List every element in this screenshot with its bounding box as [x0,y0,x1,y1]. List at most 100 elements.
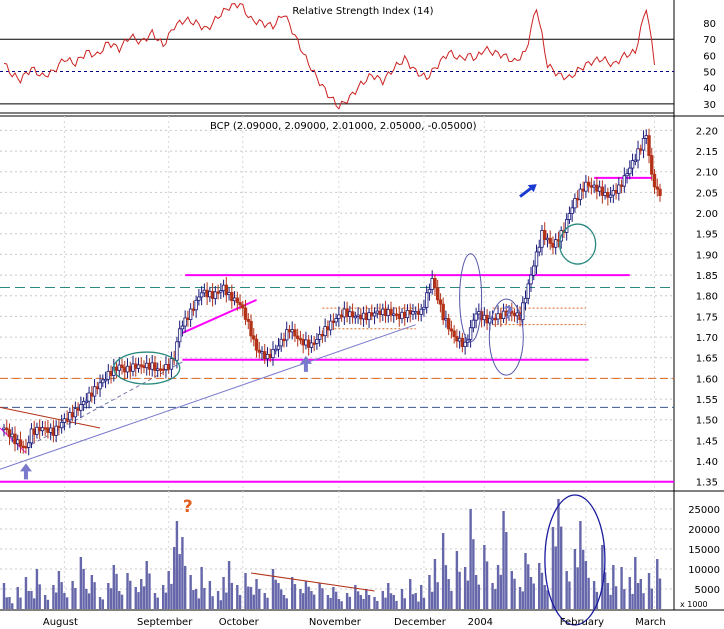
candle-body [123,367,127,373]
candle-body [295,335,300,339]
volume-bar [230,582,234,609]
candle-body [24,446,28,449]
volume-bar [216,591,220,609]
month-label: December [394,617,447,628]
month-label: February [560,617,604,628]
candle-body [210,291,215,299]
candle-body [48,427,53,433]
candle-body [32,428,36,435]
candle-body [446,318,451,330]
volume-bar [211,596,214,609]
candle-body [103,378,108,382]
candle-body [315,338,319,344]
volume-bar [57,571,61,609]
price-tick-label: 1.75 [696,312,718,323]
candle-body [342,308,347,318]
candle-body [551,242,555,248]
candle-body [263,351,267,360]
volume-bar [647,573,651,609]
volume-bar [115,573,118,609]
question-mark-annotation: ? [504,303,514,323]
candle-body [392,313,396,316]
volume-bar [414,593,417,609]
candle-body [647,135,651,156]
volume-bar [463,567,467,609]
candle-body [243,307,248,320]
candle-body [573,198,577,209]
candle-body [169,358,174,370]
candle-body [419,308,423,315]
price-tick-label: 1.95 [696,230,718,241]
volume-bar [145,561,148,609]
volume-bar [82,568,85,609]
candle-body [5,427,9,431]
candle-body [408,310,412,315]
volume-bar [236,585,239,609]
candle-body [435,287,440,301]
candle-body [238,302,242,306]
candle-body [581,188,585,192]
volume-bar [362,598,365,609]
price-title: BCP (2.09000, 2.09000, 2.01000, 2.05000,… [210,121,477,132]
volume-bar [477,584,481,609]
volume-bar [238,594,242,609]
candle-body [564,219,569,233]
volume-bar [172,547,176,609]
candle-body [177,328,182,343]
volume-bar [496,565,500,609]
candle-body [337,314,341,319]
candle-body [40,427,45,432]
candle-body [633,159,637,163]
volume-bar [109,588,113,609]
volume-unit-label: x 1000 [680,600,708,609]
volume-bar [98,597,102,609]
volume-bar [134,587,137,609]
volume-bar [266,597,269,609]
candle-body [101,379,105,384]
candle-body [95,386,100,390]
candle-body [54,425,58,436]
rsi-line [3,3,655,110]
volume-bar [46,599,50,609]
candle-body [87,392,91,402]
candle-body [326,326,330,331]
volume-bar [252,594,255,609]
candle-body [221,284,226,291]
candle-body [134,363,138,369]
candle-body [246,319,250,322]
volume-bar [441,533,445,609]
candle-body [205,289,209,298]
candle-body [29,428,34,444]
candle-body [317,333,322,340]
candle-body [628,167,632,175]
volume-bar [249,587,253,609]
candle-body [27,442,31,448]
candle-body [592,184,596,188]
highlight-ellipse [113,351,181,385]
volume-bar [472,539,475,609]
month-label: March [635,617,665,628]
candle-body [567,213,572,220]
volume-bar [565,571,568,609]
annotation-overlays: ?? [19,184,606,626]
candle-body [468,327,473,340]
candle-body [455,336,459,342]
candle-body [79,404,83,411]
candle-body [213,291,218,299]
volume-bar [576,567,579,609]
volume-bar [634,557,637,609]
candle-body [350,311,355,318]
volume-bar [557,499,560,609]
volume-bar [494,589,497,609]
candle-body [21,445,25,448]
candle-body [636,148,640,161]
volume-bar [321,588,324,609]
volume-bar [592,581,596,609]
candle-body [166,364,171,370]
candle-body [614,190,618,194]
candle-body [188,308,193,320]
rsi-title: Relative Strength Index (14) [292,6,433,17]
candle-body [485,314,489,324]
candle-body [493,317,498,321]
volume-bar [458,571,461,609]
